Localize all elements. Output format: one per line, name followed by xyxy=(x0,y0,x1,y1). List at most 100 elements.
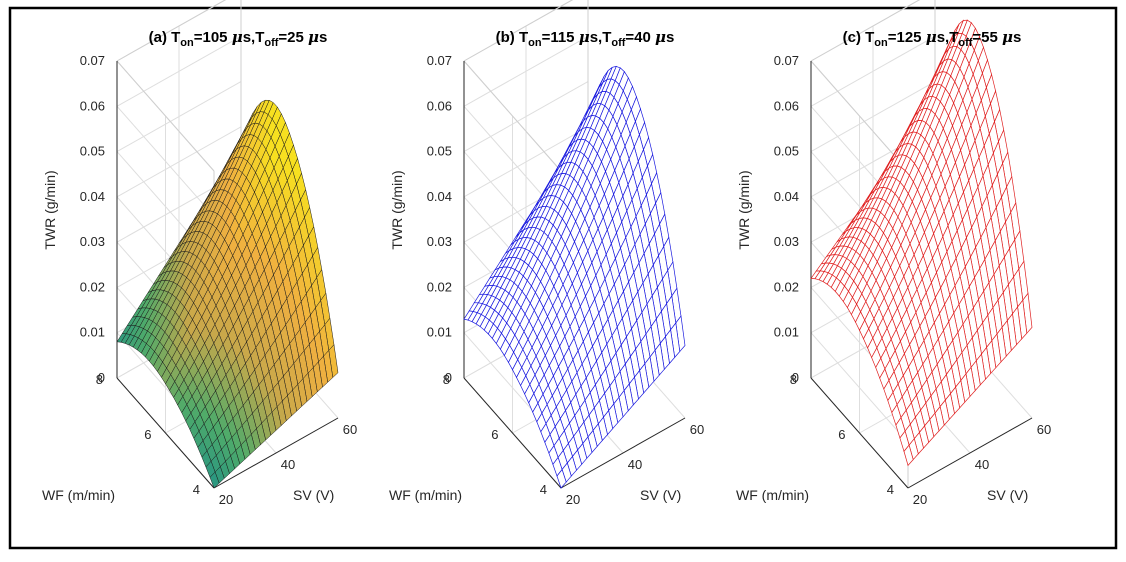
y-tick-label: 6 xyxy=(838,427,845,442)
y-tick-label: 6 xyxy=(491,427,498,442)
z-tick-label: 0.04 xyxy=(774,189,799,204)
z-axis-label: TWR (g/min) xyxy=(42,170,58,249)
axes xyxy=(116,61,339,489)
chart-title: (b) Ton=115 μs,Toff=40 μs xyxy=(496,28,675,49)
box-edge xyxy=(810,0,921,62)
grid-line xyxy=(463,126,589,198)
x-tick-label: 20 xyxy=(913,492,927,507)
z-tick-label: 0.07 xyxy=(80,53,105,68)
title-part: =115 xyxy=(542,29,579,46)
panel-a: 0 0.01 0.02 0.03 0.04 0.05 0.06 0.07 4 6 8 20 40 60 TW… xyxy=(42,0,357,507)
z-tick-label: 0.04 xyxy=(427,189,452,204)
surface-facet xyxy=(209,471,220,489)
x-axis-line xyxy=(560,417,686,489)
grid-line xyxy=(810,332,909,444)
panels: 00.010.020.030.040.050.060.07468204060TW… xyxy=(42,0,1051,507)
title-part: on xyxy=(874,37,888,49)
surface xyxy=(116,99,339,489)
x-axis-label: SV (V) xyxy=(987,487,1028,503)
y-tick-label: 4 xyxy=(540,482,547,497)
title-part: (c) T xyxy=(843,29,875,46)
title-part: s,T xyxy=(937,29,959,46)
box-edge xyxy=(463,0,574,62)
z-tick-label: 0.05 xyxy=(80,144,105,159)
x-tick-label: 40 xyxy=(975,457,989,472)
z-tick-label: 0 xyxy=(445,370,452,385)
grid-line xyxy=(810,35,936,107)
title-part: s,T xyxy=(590,29,612,46)
title-part: s xyxy=(666,29,674,46)
grid-line xyxy=(463,35,589,107)
title-part: =25 xyxy=(278,29,308,46)
z-tick-label: 0.01 xyxy=(80,325,105,340)
title-part: (a) T xyxy=(149,29,181,46)
x-axis-label: SV (V) xyxy=(640,487,681,503)
title-part: =125 xyxy=(888,29,926,46)
title-part: μ xyxy=(579,28,590,46)
z-tick-label: 0.06 xyxy=(774,98,799,113)
chart-title: (a) Ton=105 μs,Toff=25 μs xyxy=(149,28,328,49)
surface xyxy=(463,65,686,489)
grid-line xyxy=(116,35,242,107)
x-axis-line xyxy=(213,417,339,489)
z-tick-label: 0.06 xyxy=(80,98,105,113)
y-tick-label: 8 xyxy=(790,372,797,387)
grid-line xyxy=(116,81,242,153)
box-edge xyxy=(116,60,215,172)
y-tick-label: 4 xyxy=(887,482,894,497)
title-part: off xyxy=(611,37,625,49)
title-part: off xyxy=(958,37,972,49)
z-tick-label: 0.07 xyxy=(427,53,452,68)
chart-title: (c) Ton=125 μs,Toff=55 μs xyxy=(843,28,1022,49)
surface-facet xyxy=(556,468,567,489)
y-tick-label: 8 xyxy=(96,372,103,387)
z-tick-label: 0.03 xyxy=(774,234,799,249)
box-edge xyxy=(116,0,227,62)
y-axis-label: WF (m/min) xyxy=(736,487,809,503)
title-part: s,T xyxy=(243,29,265,46)
title-part: μ xyxy=(1002,28,1013,46)
title-part: μ xyxy=(655,28,666,46)
x-axis-line xyxy=(907,417,1033,489)
z-tick-label: 0 xyxy=(792,370,799,385)
z-tick-label: 0.02 xyxy=(427,279,452,294)
x-tick-label: 40 xyxy=(628,457,642,472)
title-part: on xyxy=(528,37,542,49)
axes xyxy=(810,61,1033,489)
y-axis-label: WF (m/min) xyxy=(42,487,115,503)
x-tick-label: 60 xyxy=(1037,422,1051,437)
z-tick-label: 0.02 xyxy=(774,279,799,294)
x-axis-label: SV (V) xyxy=(293,487,334,503)
y-axis-line xyxy=(810,377,909,489)
axes xyxy=(463,61,686,489)
surface-facet xyxy=(903,444,914,467)
z-tick-label: 0.01 xyxy=(774,325,799,340)
grid-line xyxy=(116,105,215,217)
x-tick-label: 40 xyxy=(281,457,295,472)
z-tick-label: 0.05 xyxy=(427,144,452,159)
title-part: μ xyxy=(232,28,243,46)
box-edge xyxy=(463,60,562,172)
panel-b: 0 0.01 0.02 0.03 0.04 0.05 0.06 0.07 4 6 8 20 40 60 TW… xyxy=(389,0,704,507)
x-tick-label: 60 xyxy=(690,422,704,437)
title-part: s xyxy=(1013,29,1021,46)
z-axis-label: TWR (g/min) xyxy=(389,170,405,249)
x-tick-label: 20 xyxy=(219,492,233,507)
title-part: s xyxy=(319,29,327,46)
title-part: μ xyxy=(308,28,319,46)
grid-line xyxy=(116,126,242,198)
y-tick-label: 6 xyxy=(144,427,151,442)
z-tick-label: 0.02 xyxy=(80,279,105,294)
z-tick-label: 0.03 xyxy=(80,234,105,249)
grid-line xyxy=(463,81,589,153)
panel-c: 0 0.01 0.02 0.03 0.04 0.05 0.06 0.07 4 6 8 20 40 60 TW… xyxy=(736,0,1051,507)
y-axis-line xyxy=(463,377,562,489)
title-part: on xyxy=(180,37,194,49)
z-tick-label: 0.05 xyxy=(774,144,799,159)
title-part: =55 xyxy=(972,29,1002,46)
z-tick-label: 0.07 xyxy=(774,53,799,68)
title-part: =40 xyxy=(625,29,655,46)
y-tick-label: 8 xyxy=(443,372,450,387)
z-axis-label: TWR (g/min) xyxy=(736,170,752,249)
